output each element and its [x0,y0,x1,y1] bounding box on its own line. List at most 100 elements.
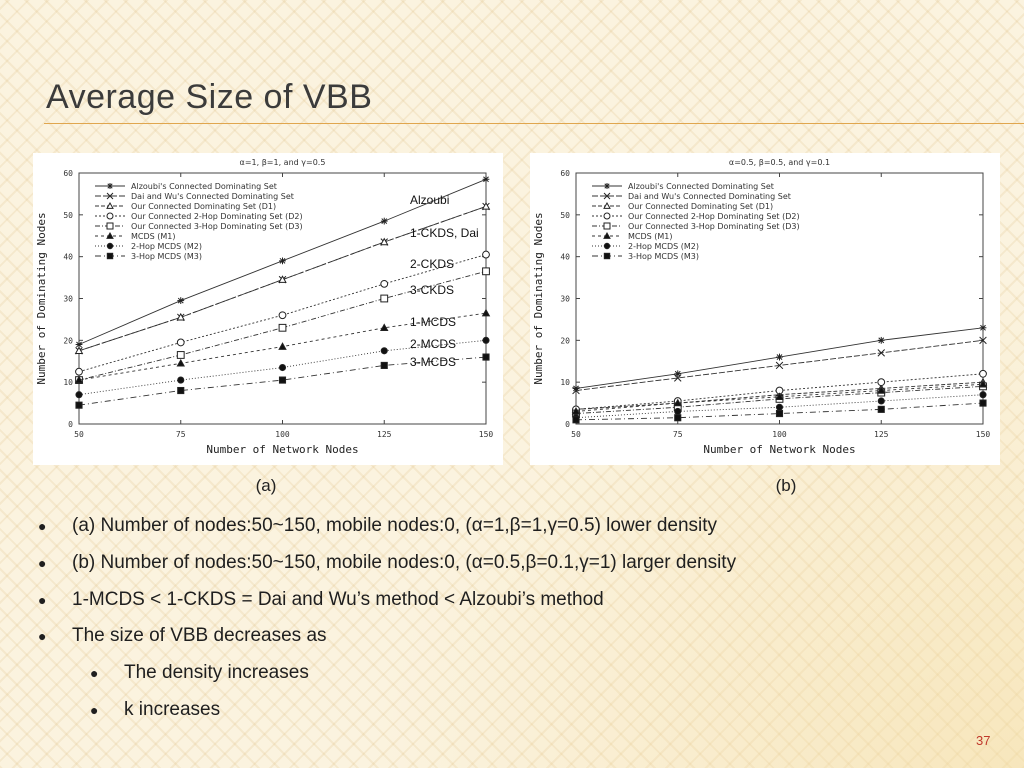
data-point [482,267,490,276]
data-point-part [979,336,987,345]
legend-entry: Our Connected 2-Hop Dominating Set (D2) [628,212,800,221]
data-point [278,342,287,350]
bullet-dot-icon: ● [38,628,47,644]
legend-entry: Dai and Wu's Connected Dominating Set [131,192,294,201]
y-axis-label: Number of Dominating Nodes [35,212,48,384]
data-point [482,250,490,259]
y-tick-label: 40 [560,253,570,262]
data-point [979,399,987,407]
data-point [877,336,885,344]
series-4 [75,250,490,376]
data-point [278,323,287,332]
y-tick-label: 20 [560,336,570,345]
title-underline [44,123,1024,124]
data-point [74,375,84,384]
data-point [380,217,388,225]
data-point [278,311,287,320]
panel-label-a: (a) [255,476,277,495]
data-point [75,401,83,409]
x-tick-label: 75 [176,430,186,439]
series-1 [572,324,987,392]
data-point [74,346,84,355]
panel-label-b: (b) [775,476,797,495]
data-point-part [980,324,986,331]
data-point-part [776,354,783,360]
bullet-dot-icon: ● [38,518,47,534]
bullet-text: (b) Number of nodes:50~150, mobile nodes… [72,552,737,573]
data-point [979,324,987,332]
annotation-3-ckds: 3-CKDS [410,283,455,297]
data-point [482,353,490,361]
y-axis-label: Number of Dominating Nodes [532,212,545,384]
data-point [877,349,886,357]
legend-entry: Our Connected 2-Hop Dominating Set (D2) [131,212,303,221]
legend-marker [603,242,611,250]
data-point [877,378,886,387]
annotation-3-mcds: 3-MCDS [410,355,457,369]
series-6 [571,379,988,415]
annotation-alzoubi: Alzoubi [410,193,450,207]
y-tick-label: 50 [560,211,570,220]
legend-marker [106,192,114,200]
data-point [278,363,287,372]
legend-marker [603,222,611,230]
data-point-part [381,218,388,225]
bullet-dot-icon: ● [38,592,47,608]
legend-marker [604,183,610,189]
data-point [775,361,784,370]
y-tick-label: 60 [63,169,73,178]
bullet-text: k increases [124,699,221,720]
legend-marker-part [106,192,114,200]
series-3 [74,202,491,355]
legend-entry: 2-Hop MCDS (M2) [131,242,202,251]
data-point-part [673,374,682,382]
legend-marker [603,252,611,260]
legend-entry: Alzoubi's Connected Dominating Set [628,182,774,191]
data-point [278,376,287,384]
data-point [673,374,682,382]
x-tick-label: 150 [479,430,494,439]
data-point-part [572,386,580,395]
y-tick-label: 10 [63,378,73,387]
data-point [877,386,886,394]
bullet-item: ● 1-MCDS < 1-CKDS = Dai and Wu’s method … [38,588,604,612]
bullet-dot-icon: ● [90,702,99,718]
chart-a: α=1, β=1, and γ=0.5 0 10 20 30 40 50 60 50 75 100 1… [35,158,494,456]
x-tick-label: 100 [275,430,290,439]
legend-marker [106,222,114,230]
legend-entry: MCDS (M1) [628,232,673,241]
data-point [380,279,389,288]
data-point [674,414,682,422]
data-point-part [76,341,82,348]
data-point-part [775,361,784,370]
data-point-part [573,385,579,392]
chart-panel-b: α=0.5, β=0.5, and γ=0.1 0 10 20 30 40 50 60 50 75… [530,153,1000,465]
chart-title: α=0.5, β=0.5, and γ=0.1 [729,158,830,167]
series-line [78,339,487,396]
data-point-part [877,349,886,357]
legend-entry: Our Connected 3-Hop Dominating Set (D3) [628,222,800,231]
legend-marker [106,212,114,220]
series-2 [572,336,987,395]
data-point [380,294,389,303]
legend-entry: MCDS (M1) [131,232,176,241]
data-point [877,405,885,413]
slide-title: Average Size of VBB [46,78,373,116]
x-tick-label: 75 [673,430,683,439]
data-point [75,367,83,376]
x-tick-label: 125 [874,430,889,439]
annotation-2-mcds: 2-MCDS [410,337,457,351]
bullet-text: The density increases [124,662,309,683]
data-point [176,358,185,367]
legend-entry: 3-Hop MCDS (M3) [131,252,202,261]
legend-entry: Our Connected Dominating Set (D1) [628,202,773,211]
data-point [380,347,388,355]
annotation-1-mcds: 1-MCDS [410,315,457,329]
data-point [177,386,185,395]
y-tick-label: 0 [565,420,570,429]
bullet-text: The size of VBB decreases as [72,625,327,646]
data-point [572,386,580,395]
data-point-part [177,297,184,304]
data-point [75,391,83,399]
